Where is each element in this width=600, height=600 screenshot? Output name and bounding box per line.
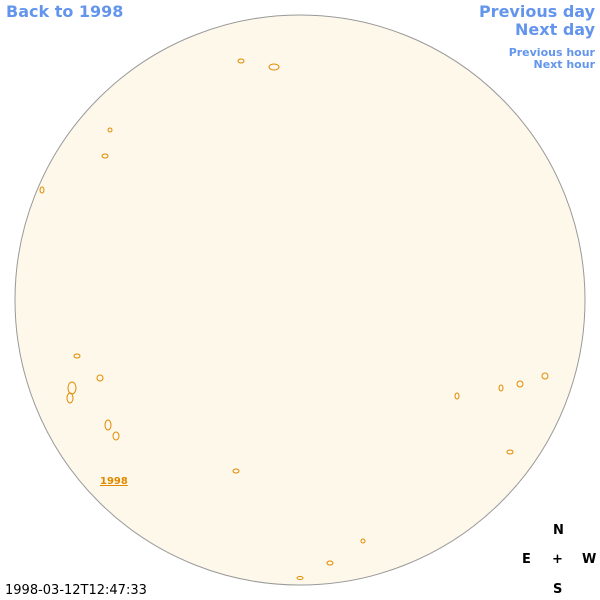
contour xyxy=(39,186,45,194)
contour xyxy=(73,353,81,359)
contour xyxy=(296,576,304,580)
contour xyxy=(498,384,504,392)
compass-west: W xyxy=(582,552,597,567)
compass-north: N xyxy=(553,523,564,538)
previous-day-link[interactable]: Previous day xyxy=(478,2,595,21)
contour xyxy=(268,63,280,71)
contour xyxy=(101,153,109,159)
compass-south: S xyxy=(553,582,563,597)
next-hour-link[interactable]: Next hour xyxy=(533,58,596,71)
contour xyxy=(66,392,74,404)
contour xyxy=(232,468,240,474)
next-day-link[interactable]: Next day xyxy=(515,20,595,39)
contour xyxy=(237,58,245,64)
contour xyxy=(96,374,104,382)
compass-center: + xyxy=(552,552,563,567)
contour xyxy=(112,431,120,441)
previous-hour-link[interactable]: Previous hour xyxy=(508,46,595,59)
contour xyxy=(104,419,112,431)
contour xyxy=(541,372,549,380)
contour xyxy=(516,380,524,388)
contour xyxy=(506,449,514,455)
contour xyxy=(107,127,113,133)
compass-east: E xyxy=(522,552,531,567)
back-to-year-link[interactable]: Back to 1998 xyxy=(6,2,124,21)
contour xyxy=(454,392,460,400)
region-label-link[interactable]: 1998 xyxy=(100,476,128,487)
active-region-contours xyxy=(39,58,549,580)
timestamp: 1998-03-12T12:47:33 xyxy=(5,583,147,598)
contour xyxy=(360,538,366,544)
solar-disk xyxy=(14,14,586,586)
contour xyxy=(326,560,334,566)
